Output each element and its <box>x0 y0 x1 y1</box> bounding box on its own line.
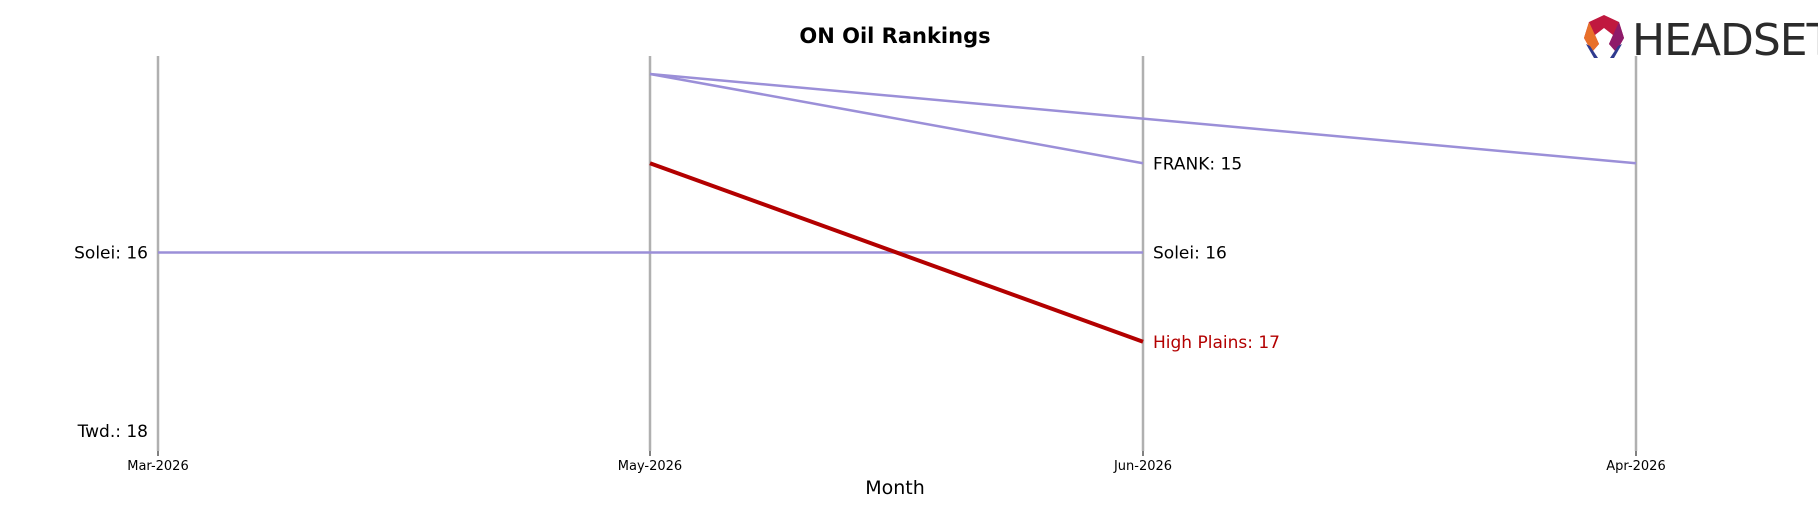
headset-logo-text: HEADSET <box>1632 15 1818 66</box>
series-layer <box>158 72 1637 344</box>
x-axis-label: Month <box>865 477 925 499</box>
labels-layer: FRANK: 15 Solei: 16 Solei: 16 High Plains: … <box>74 154 1280 442</box>
tick-label-may-2026: May-2026 <box>618 459 682 474</box>
series-line-1 <box>649 72 1637 165</box>
series-line-0 <box>649 72 1144 165</box>
headset-logo-icon <box>1584 15 1624 58</box>
series-line-3 <box>649 161 1144 344</box>
left-label-0: Twd.: 18 <box>77 422 148 442</box>
end-label-2: Solei: 16 <box>1153 244 1227 264</box>
end-label-3: High Plains: 17 <box>1153 333 1280 353</box>
chart-title: ON Oil Rankings <box>799 24 990 48</box>
start-label-2: Solei: 16 <box>74 244 148 264</box>
tick-label-mar-2026: Mar-2026 <box>127 459 188 474</box>
x-axis-ticks: Mar-2026 May-2026 Jun-2026 Apr-2026 <box>127 451 1666 474</box>
end-label-0: FRANK: 15 <box>1153 154 1242 174</box>
headset-logo: HEADSET <box>1584 15 1818 66</box>
tick-label-jun-2026: Jun-2026 <box>1113 459 1172 474</box>
tick-label-apr-2026: Apr-2026 <box>1606 459 1665 474</box>
